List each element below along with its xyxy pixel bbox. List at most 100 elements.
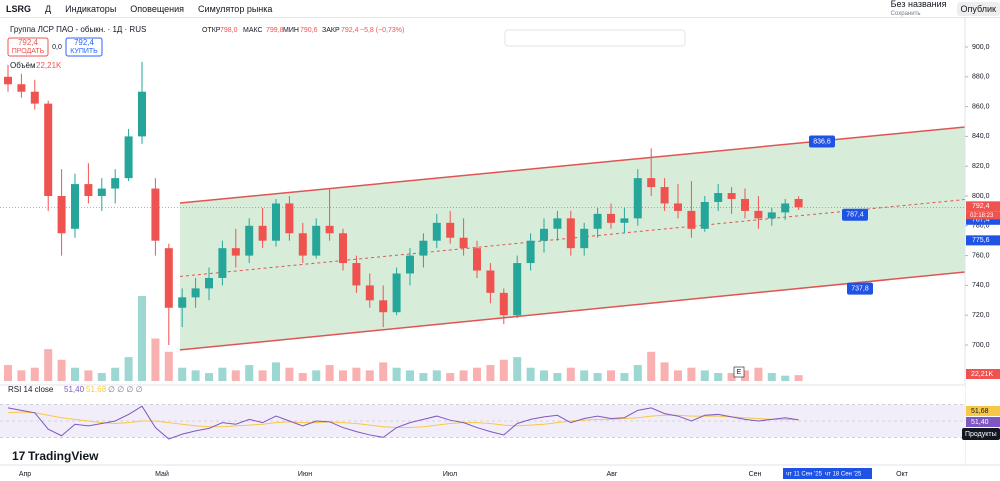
y-tick-label: 760,0	[972, 252, 990, 259]
volume-bar	[714, 373, 723, 381]
candle-body	[111, 178, 120, 189]
rsi-ma-tag: 51,68	[971, 408, 989, 415]
candle-body	[312, 225, 321, 256]
y-tick-label: 840,0	[972, 133, 990, 140]
volume-bar	[432, 370, 441, 381]
brand: TradingView	[28, 449, 99, 463]
volume-bar	[205, 373, 213, 381]
volume-bar	[138, 296, 146, 381]
month-label: Май	[155, 470, 169, 478]
month-label: Сен	[749, 471, 762, 478]
rsi-line	[7, 405, 799, 440]
y-tick-label: 740,0	[972, 282, 990, 289]
volume-bar	[352, 367, 361, 381]
rsi-ma-tag-bg	[966, 406, 1000, 416]
y-tick-label: 780,0	[972, 223, 990, 230]
candle-body	[178, 297, 187, 308]
candle-body	[473, 248, 481, 271]
countdown-bg	[966, 211, 1000, 220]
price-tag-bg	[966, 201, 1000, 212]
volume-bar	[164, 351, 173, 381]
alerts-button[interactable]: Оповещения	[130, 3, 185, 14]
candle-body	[97, 188, 106, 197]
candle-body	[499, 292, 508, 316]
interval[interactable]: Д	[45, 3, 52, 14]
candle-body	[17, 84, 26, 92]
volume-bar	[687, 367, 696, 381]
volume-tag: 22,21K	[971, 371, 994, 378]
candle-body	[633, 178, 642, 219]
volume-bar	[513, 357, 522, 381]
event-marker-bg	[733, 366, 745, 378]
volume-bar	[218, 367, 227, 381]
spread: 0,0	[52, 44, 62, 51]
volume-bar	[620, 373, 629, 381]
candle-body	[406, 255, 414, 274]
candle-body	[486, 270, 495, 293]
volume-bar	[486, 365, 495, 381]
volume-bar	[727, 373, 736, 381]
volume-bar	[540, 370, 548, 381]
candle-body	[593, 213, 602, 229]
indicators-button[interactable]: Индикаторы	[65, 3, 117, 14]
month-label: Июн	[298, 471, 312, 478]
month-label: Окт	[896, 471, 909, 478]
symbol-search[interactable]: LSRG	[6, 3, 32, 14]
date-label: чт 18 Сен '25	[825, 472, 862, 478]
rsi-tag-bg	[966, 417, 1000, 427]
volume-bar	[553, 373, 562, 381]
volume-bar	[406, 370, 414, 381]
candle-body	[513, 263, 522, 316]
candle-body	[553, 218, 562, 229]
volume-bar	[459, 370, 468, 381]
candle-body	[526, 240, 535, 264]
layout-name[interactable]: Без названия Сохранить	[891, 0, 947, 18]
volume-bar	[633, 365, 642, 381]
candle-body	[647, 178, 656, 188]
rsi-ma-value: 51,68	[86, 385, 107, 394]
candle-body	[794, 198, 803, 208]
candle-body	[365, 285, 374, 301]
candle-body	[285, 203, 294, 234]
layout-title: Без названия	[890, 0, 947, 9]
buy-button[interactable]	[65, 37, 103, 57]
candle-body	[71, 184, 79, 229]
drawing-toolbar[interactable]	[504, 29, 686, 47]
volume-bar	[312, 370, 321, 381]
sell-button[interactable]	[7, 37, 49, 57]
y-tick-label: 820,0	[972, 163, 990, 170]
candle-body	[298, 233, 307, 256]
legend-high-label: МАКС	[243, 27, 263, 34]
candle-body	[245, 225, 254, 256]
volume-bar	[231, 370, 240, 381]
legend-high: 799,8	[266, 27, 284, 34]
volume-bar	[57, 359, 66, 381]
candle-body	[392, 273, 401, 313]
candle-body	[57, 196, 66, 234]
channel-label: 836,6	[813, 138, 831, 145]
rsi-label: RSI 14 close	[8, 385, 54, 394]
volume-bar	[325, 365, 334, 381]
volume-bar	[4, 365, 12, 381]
date-label-bg	[783, 468, 835, 479]
replay-button[interactable]: Симулятор рынка	[198, 3, 273, 14]
month-label: Апр	[19, 471, 31, 478]
volume-bar	[767, 373, 776, 381]
publish-button[interactable]: Опублик	[956, 1, 1000, 16]
toolbar-right: Без названия Сохранить Опублик	[891, 0, 1000, 18]
y-tick-label: 720,0	[972, 312, 990, 319]
y-tick-label: 860,0	[972, 103, 990, 110]
candle-body	[124, 136, 133, 179]
candle-body	[781, 203, 790, 213]
candle-body	[218, 248, 227, 278]
volume-bar	[660, 362, 669, 381]
candle-body	[754, 210, 763, 219]
candle-body	[432, 222, 441, 241]
save-link[interactable]: Сохранить	[890, 10, 921, 17]
candle-body	[272, 203, 280, 241]
channel-label: 737,8	[851, 286, 869, 293]
candle-body	[191, 288, 200, 298]
candle-body	[700, 201, 709, 229]
